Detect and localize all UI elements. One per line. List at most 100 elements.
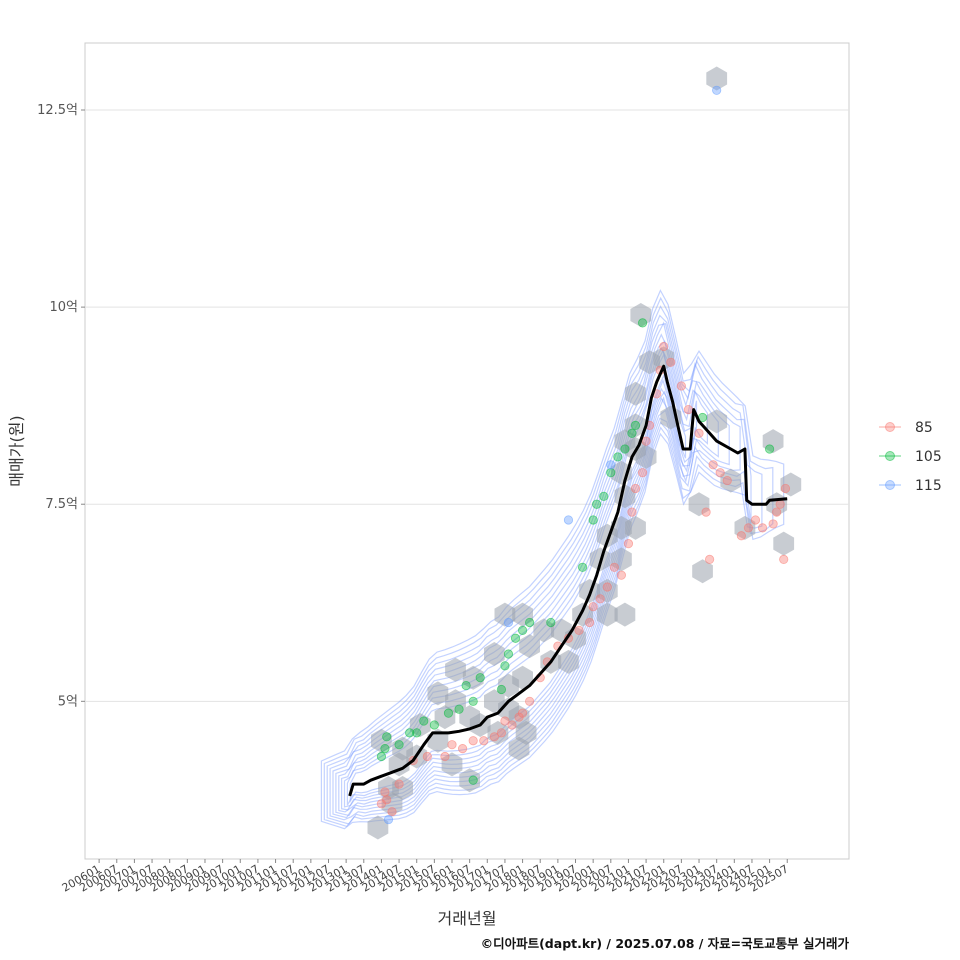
y-tick-label: 7.5억 [45,497,78,512]
hexbin-cell [498,673,519,698]
scatter-point [765,444,775,454]
legend-label: 105 [915,449,942,465]
scatter-point [546,617,556,628]
scatter-point [489,732,499,742]
scatter-point [496,684,507,695]
scatter-point [454,704,464,714]
hexbin-cell [630,303,652,327]
legend: 85 105 115 [879,420,942,494]
scatter-point [609,562,619,572]
scatter-point [574,625,584,635]
hexbin-cell [459,768,480,793]
hexbin-cell [720,468,742,493]
scatter-point [606,460,616,470]
hexbin-cell [392,776,413,800]
scatter-point [683,405,694,415]
scatter-point [705,554,715,565]
scatter-point [468,775,478,785]
y-axis-title: 매매가(원) [7,415,26,486]
scatter-point [503,617,514,628]
hexbin-cell [533,618,555,643]
scatter-point [627,428,637,438]
scatter-point [613,452,623,462]
scatter-point [659,341,669,352]
hexbin-cell [462,665,484,690]
scatter-point [641,436,651,446]
scatter-point [694,428,704,438]
hexbin-cell [625,381,646,406]
hexbin-cell [494,602,516,627]
scatter-point [380,744,390,754]
scatter-point [630,420,641,430]
scatter-point [468,696,478,706]
legend-marker [885,480,895,490]
hexbin-cell [441,752,463,777]
hexbin-layer [367,66,802,840]
scatter-point [577,562,588,572]
scatter-point [500,661,510,671]
scatter-point [412,728,422,738]
scatter-point [503,649,514,659]
scatter-point [623,539,634,549]
scatter-point [637,318,648,328]
scatter-point [676,381,686,391]
hexbin-cell [762,429,784,454]
hexbin-cell [445,689,466,714]
hexbin-cell [367,815,389,840]
scatter-point [507,720,517,730]
scatter-point [405,728,415,738]
scatter-point [468,736,478,746]
scatter-point [380,787,390,797]
scatter-point [382,795,392,805]
scatter-point [715,468,725,478]
scatter-point [708,460,718,470]
scatter-point [447,740,457,750]
scatter-point [602,582,612,592]
scatter-point [736,531,746,541]
hexbin-cell [614,602,636,627]
scatter-point [775,499,785,509]
hexbin-cell [625,515,646,540]
hexbin-cell [614,429,636,454]
scatter-point [510,633,521,643]
scatter-point [429,720,439,730]
hexbin-cell [780,472,802,497]
legend-label: 85 [915,420,933,436]
scatter-point [743,523,754,533]
density-contour [320,289,785,830]
chart-caption: ©디아파트(dapt.kr) / 2025.07.08 / 자료=국토교통부 실… [481,936,850,951]
scatter-point [666,357,676,367]
scatter-point [394,740,404,750]
scatter-point [443,708,454,718]
x-axis-title: 거래년월 [438,909,497,928]
scatter-point [457,744,468,754]
scatter-point [525,696,535,706]
scatter-point [701,507,711,517]
hexbin-cell [596,602,618,627]
y-tick-label: 12.5억 [37,103,78,118]
scatter-point [768,519,778,529]
hexbin-cell [635,444,657,469]
hexbin-cell [625,413,646,438]
scatter-point [394,779,404,789]
scatter-point [750,515,761,525]
hexbin-cell [434,705,456,730]
hexbin-cell [487,720,509,745]
scatter-point [588,515,598,525]
median-price-line [348,364,788,797]
scatter-point [620,444,630,454]
scatter-point [627,507,637,517]
y-axis-ticks: 5억 7.5억 10억 12.5억 [37,103,85,709]
scatter-point [479,736,489,746]
scatter-point [517,708,528,718]
hexbin-cell [706,409,728,434]
hexbin-cell [371,728,392,753]
scatter-point [616,570,626,580]
y-tick-label: 10억 [49,300,78,315]
scatter-point [525,617,535,628]
hexbin-cell [381,791,403,816]
legend-marker [885,451,895,461]
hexbin-cell [409,713,431,737]
hexbin-cell [558,649,579,674]
